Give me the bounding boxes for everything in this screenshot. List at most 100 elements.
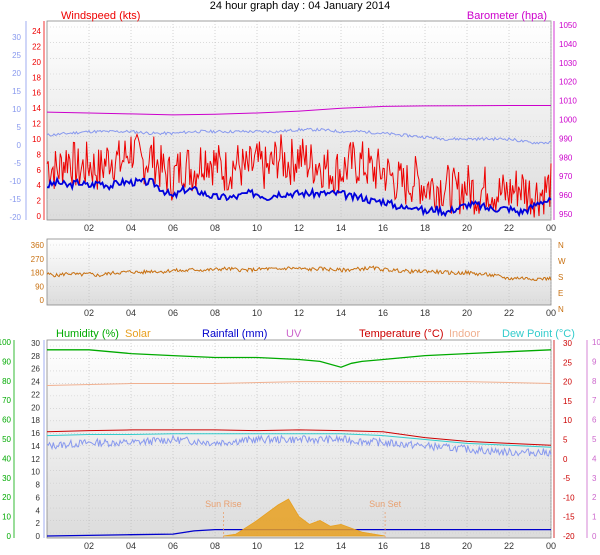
wind-y-tick: 20 (32, 58, 41, 67)
humidity-y-tick: 60 (2, 416, 11, 425)
far-left-y-tick: -15 (9, 195, 21, 204)
uv-y-tick: 1 (592, 513, 597, 522)
wind-y-tick: 22 (32, 42, 41, 51)
wind-baro-x-tick: 04 (126, 223, 136, 233)
wind-baro-x-tick: 00 (546, 223, 556, 233)
uv-y-tick: 4 (592, 454, 597, 463)
direction-x-tick: 00 (546, 308, 556, 318)
wind-y-tick: 8 (37, 150, 42, 159)
series-windspeed-line (46, 132, 552, 218)
wind-baro-x-tick: 02 (84, 223, 94, 233)
baro-y-tick: 950 (559, 210, 573, 219)
direction-x-tick: 08 (210, 308, 220, 318)
uv-y-tick: 8 (592, 377, 597, 386)
series-temp_axis_left-line (46, 434, 552, 457)
climate-x-tick: 20 (462, 541, 472, 551)
temp-right-y-tick: 20 (563, 378, 572, 387)
baro-y-tick: 980 (559, 153, 573, 162)
dir-compass-tick: N (558, 241, 564, 250)
direction-x-tick: 16 (378, 308, 388, 318)
direction-x-tick: 22 (504, 308, 514, 318)
series-wind_avg-line (46, 175, 552, 218)
wind-y-tick: 16 (32, 89, 41, 98)
far-left-y-tick: 5 (17, 123, 22, 132)
dir-y-tick: 270 (31, 255, 45, 264)
dir-y-tick: 180 (31, 269, 45, 278)
wind-y-tick: 12 (32, 120, 41, 129)
humidity-y-tick: 30 (2, 474, 11, 483)
wind-baro-x-tick: 08 (210, 223, 220, 233)
sun-rise-marker-label: Sun Rise (205, 499, 242, 509)
wind-y-tick: 10 (32, 135, 41, 144)
legend-climate-6: Dew Point (°C) (502, 328, 575, 340)
humidity-y-tick: 0 (7, 532, 12, 541)
humidity-y-tick: 40 (2, 454, 11, 463)
wind-y-tick: 14 (32, 104, 41, 113)
temp-left-y-tick: 0 (36, 532, 41, 541)
wind-baro-x-tick: 16 (378, 223, 388, 233)
baro-y-tick: 990 (559, 134, 573, 143)
dir-y-tick: 0 (40, 296, 45, 305)
wind-baro-x-tick: 20 (462, 223, 472, 233)
climate-x-tick: 02 (84, 541, 94, 551)
legend-climate-3: UV (286, 328, 302, 340)
humidity-y-tick: 70 (2, 396, 11, 405)
temp-left-y-tick: 14 (31, 442, 40, 451)
wind-baro-x-tick: 12 (294, 223, 304, 233)
dir-y-tick: 360 (31, 241, 45, 250)
direction-x-tick: 10 (252, 308, 262, 318)
series-dewpoint-line (46, 433, 552, 448)
temp-left-y-tick: 16 (31, 429, 40, 438)
wind-y-tick: 24 (32, 27, 41, 36)
humidity-y-tick: 100 (0, 338, 12, 347)
temp-left-y-tick: 8 (36, 481, 41, 490)
climate-x-tick: 00 (546, 541, 556, 551)
temp-right-y-tick: 15 (563, 397, 572, 406)
direction-x-tick: 06 (168, 308, 178, 318)
dir-compass-tick: N (558, 305, 564, 314)
humidity-y-tick: 50 (2, 435, 11, 444)
series-indoor-line (46, 381, 552, 386)
direction-x-tick: 20 (462, 308, 472, 318)
temp-right-y-tick: 30 (563, 339, 572, 348)
climate-x-tick: 18 (420, 541, 430, 551)
baro-y-tick: 1050 (559, 21, 577, 30)
baro-y-tick: 970 (559, 172, 573, 181)
legend-climate-2: Rainfall (mm) (202, 328, 267, 340)
far-left-y-tick: 25 (12, 51, 21, 60)
climate-x-tick: 14 (336, 541, 346, 551)
direction-x-tick: 02 (84, 308, 94, 318)
direction-x-tick: 14 (336, 308, 346, 318)
temp-left-y-tick: 2 (36, 519, 41, 528)
baro-y-tick: 1000 (559, 116, 577, 125)
humidity-y-tick: 90 (2, 357, 11, 366)
climate-x-tick: 16 (378, 541, 388, 551)
wind-baro-x-tick: 22 (504, 223, 514, 233)
baro-y-tick: 1030 (559, 59, 577, 68)
legend-barometer: Barometer (hpa) (467, 10, 547, 22)
direction-x-tick: 18 (420, 308, 430, 318)
wind-baro-x-tick: 10 (252, 223, 262, 233)
direction-x-tick: 12 (294, 308, 304, 318)
temp-right-y-tick: -10 (563, 493, 575, 502)
series-temperature-line (46, 429, 552, 446)
baro-y-tick: 960 (559, 191, 573, 200)
dir-y-tick: 90 (35, 282, 44, 291)
far-left-y-tick: 15 (12, 87, 21, 96)
far-left-y-tick: -20 (9, 213, 21, 222)
climate-x-tick: 06 (168, 541, 178, 551)
legend-climate-0: Humidity (%) (56, 328, 119, 340)
far-left-y-tick: 30 (12, 33, 21, 42)
uv-y-tick: 9 (592, 357, 597, 366)
uv-y-tick: 0 (592, 532, 597, 541)
series-solar-area (223, 498, 386, 537)
dir-compass-tick: S (558, 273, 563, 282)
temp-right-y-tick: -5 (563, 474, 571, 483)
climate-x-tick: 04 (126, 541, 136, 551)
wind-baro-x-tick: 14 (336, 223, 346, 233)
wind-baro-x-tick: 06 (168, 223, 178, 233)
legend-climate-5: Indoor (449, 328, 481, 340)
far-left-y-tick: 20 (12, 69, 21, 78)
baro-y-tick: 1040 (559, 40, 577, 49)
humidity-y-tick: 20 (2, 493, 11, 502)
